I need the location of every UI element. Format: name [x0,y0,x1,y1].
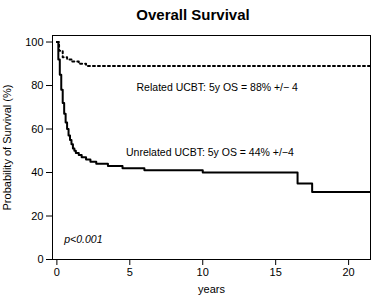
svg-text:15: 15 [270,266,282,278]
svg-text:10: 10 [197,266,209,278]
svg-text:40: 40 [31,166,43,178]
html-text:Overall Survival: Overall Survival [136,6,250,23]
svg-text:Unrelated UCBT: 5y OS = 44% +/: Unrelated UCBT: 5y OS = 44% +/−4 [126,146,294,158]
svg-text:60: 60 [31,123,43,135]
svg-text:years: years [198,283,225,295]
svg-text:5: 5 [127,266,133,278]
svg-text:0: 0 [54,266,60,278]
svg-text:Related UCBT: 5y OS = 88% +/−: Related UCBT: 5y OS = 88% +/− 4 [137,81,299,93]
svg-text:20: 20 [342,266,354,278]
svg-text:100: 100 [25,36,43,48]
svg-text:0: 0 [37,253,43,265]
svg-text:20: 20 [31,210,43,222]
svg-text:Probability of Survival (%): Probability of Survival (%) [1,85,13,211]
svg-text:80: 80 [31,79,43,91]
svg-text:p<0.001: p<0.001 [63,233,102,245]
